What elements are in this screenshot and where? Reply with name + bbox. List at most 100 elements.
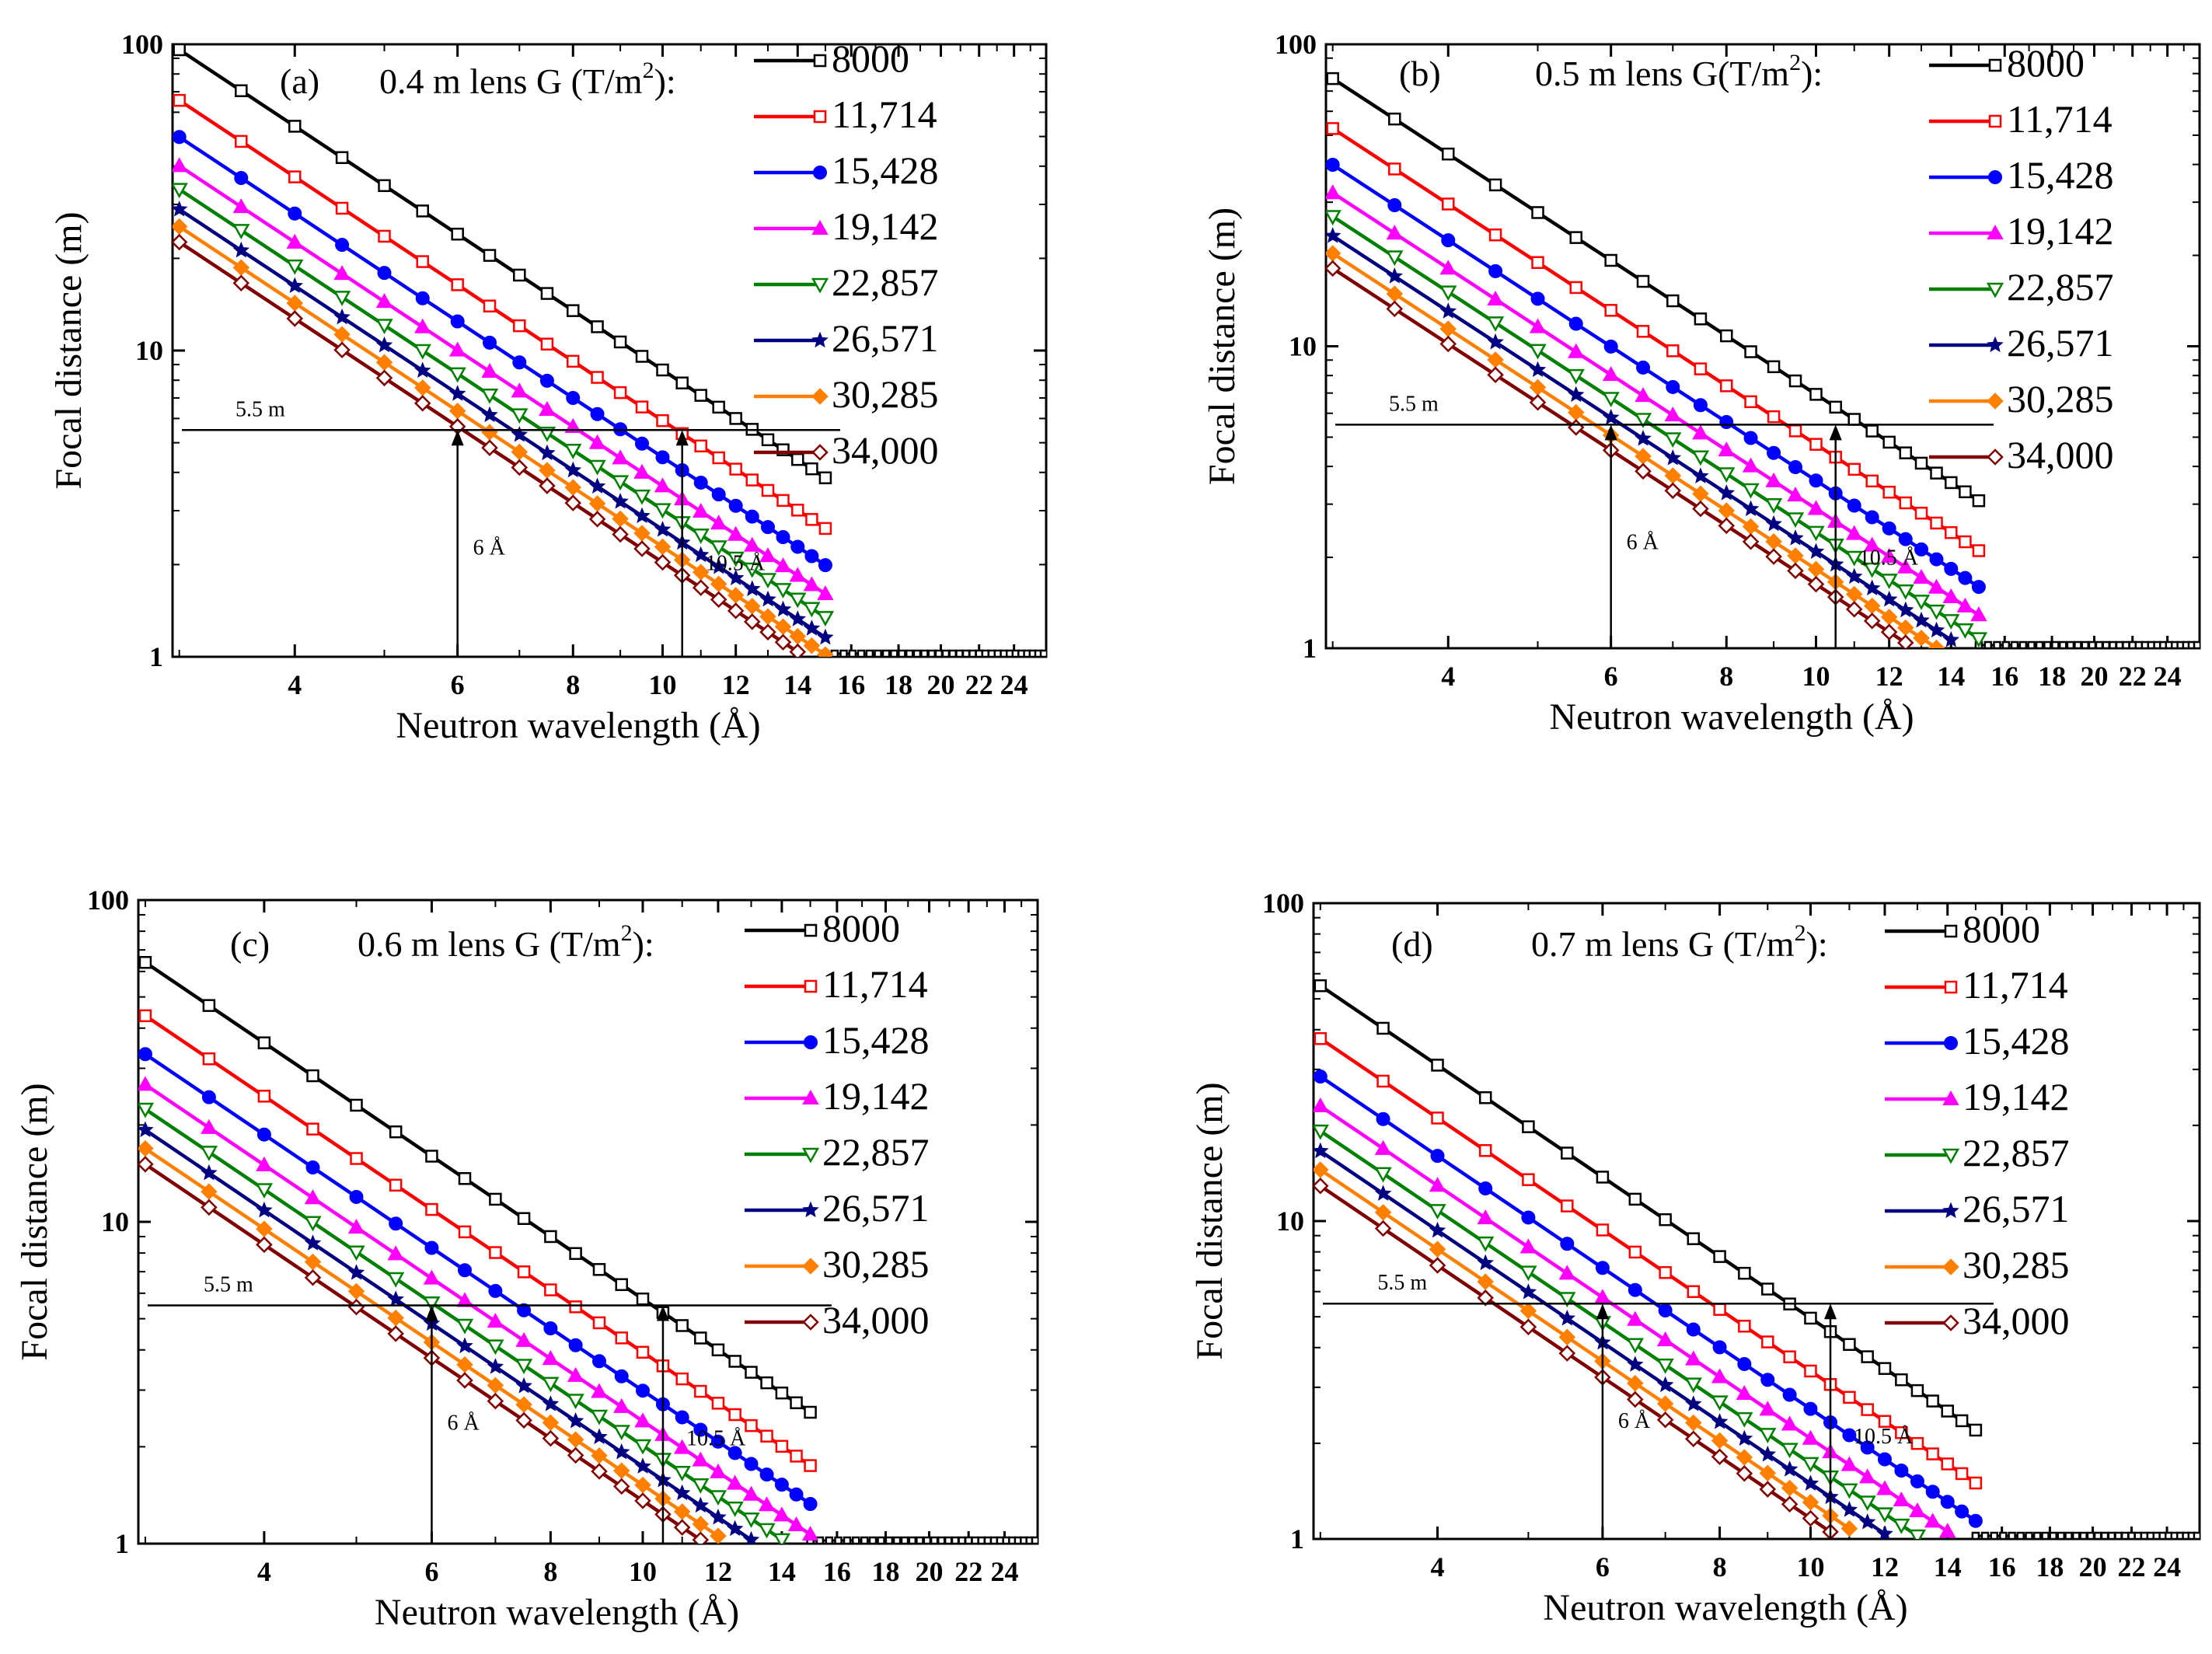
legend-marker xyxy=(801,1147,820,1164)
data-point xyxy=(173,218,188,236)
data-point xyxy=(803,602,821,618)
data-point xyxy=(387,1272,405,1288)
x-tick-label: 4 xyxy=(288,669,302,700)
baseline-marker xyxy=(2109,640,2117,648)
data-point xyxy=(1787,562,1804,580)
x-tick-label: 14 xyxy=(1934,1551,1962,1582)
data-point xyxy=(423,1269,441,1285)
data-point xyxy=(633,540,651,557)
x-tick-label: 8 xyxy=(1713,1551,1727,1582)
baseline-marker xyxy=(834,1536,843,1544)
data-point xyxy=(1898,532,1913,546)
data-point xyxy=(1895,1425,1908,1439)
data-point xyxy=(776,494,790,508)
legend-marker xyxy=(802,1258,819,1275)
data-point xyxy=(347,1245,365,1261)
data-point xyxy=(816,611,835,626)
data-point xyxy=(1595,1261,1610,1275)
data-point xyxy=(1711,1395,1729,1411)
data-point xyxy=(350,1098,363,1112)
baseline-marker xyxy=(2035,640,2044,648)
data-point xyxy=(1928,578,1945,594)
data-point xyxy=(448,385,466,401)
data-point xyxy=(1742,533,1760,550)
data-point xyxy=(333,326,351,344)
data-point xyxy=(1477,1254,1494,1271)
data-point xyxy=(1913,630,1930,647)
data-point xyxy=(424,1240,439,1255)
data-point xyxy=(201,1183,218,1200)
data-point xyxy=(711,1397,725,1410)
data-point xyxy=(1926,1447,1939,1460)
data-point xyxy=(692,1496,710,1513)
data-point xyxy=(1767,360,1781,374)
baseline-marker xyxy=(2066,640,2075,648)
legend-marker xyxy=(1944,924,1958,938)
x-tick-label: 12 xyxy=(1871,1551,1899,1582)
data-point xyxy=(202,1052,216,1066)
panel-label: (a) xyxy=(280,61,319,101)
baseline-marker xyxy=(937,1536,946,1544)
baseline-marker xyxy=(2010,640,2019,648)
baseline-marker xyxy=(941,649,951,657)
data-point xyxy=(774,618,792,635)
data-point xyxy=(232,259,250,277)
data-point xyxy=(1865,474,1879,488)
data-point xyxy=(1626,1338,1644,1354)
data-point xyxy=(513,319,526,333)
data-point xyxy=(1627,1391,1644,1408)
data-point xyxy=(1487,290,1504,306)
data-point xyxy=(480,388,499,404)
data-point xyxy=(1431,1059,1444,1072)
data-point xyxy=(1742,500,1760,517)
data-point xyxy=(201,1118,218,1134)
legend-marker xyxy=(804,979,818,993)
legend-label: 26,571 xyxy=(832,316,939,360)
data-point xyxy=(1314,1069,1328,1083)
legend-marker xyxy=(1942,1314,1959,1331)
data-point xyxy=(539,462,556,479)
data-point xyxy=(1596,1171,1610,1184)
data-point xyxy=(1429,1257,1446,1274)
baseline-marker xyxy=(1990,1531,1999,1539)
data-point xyxy=(1558,1328,1576,1346)
data-point xyxy=(568,1338,583,1352)
data-point xyxy=(1711,1413,1729,1429)
x-tick-label: 24 xyxy=(2154,661,2182,692)
data-point xyxy=(1569,231,1582,244)
data-point xyxy=(1842,1428,1857,1443)
data-point xyxy=(481,406,498,423)
data-point xyxy=(286,295,304,312)
data-point xyxy=(1956,597,1974,612)
series-19,142 xyxy=(1314,1097,1956,1538)
data-point xyxy=(540,287,554,300)
data-point xyxy=(675,376,689,389)
data-point xyxy=(1945,476,1958,490)
data-point xyxy=(1846,525,1863,540)
data-point xyxy=(487,1392,504,1410)
series-26,571 xyxy=(138,1121,760,1544)
data-point xyxy=(1803,1401,1818,1416)
data-point xyxy=(567,1366,584,1382)
data-point xyxy=(335,151,349,164)
data-point xyxy=(692,529,710,544)
panel-label: (c) xyxy=(230,924,270,964)
series-22,857 xyxy=(138,1102,791,1544)
data-point xyxy=(1687,1232,1701,1245)
series-11,714 xyxy=(173,93,832,536)
legend-marker xyxy=(804,923,818,937)
data-point xyxy=(673,1465,691,1481)
legend-label: 11,714 xyxy=(2007,97,2113,141)
data-point xyxy=(1712,1340,1727,1355)
data-point xyxy=(1519,1318,1537,1336)
data-point xyxy=(542,1350,560,1366)
legend-marker xyxy=(1944,980,1958,994)
data-point xyxy=(1736,1464,1753,1482)
data-point xyxy=(232,198,250,214)
x-tick-label: 10 xyxy=(649,669,677,700)
data-point xyxy=(1845,550,1863,567)
data-point xyxy=(1897,558,1914,574)
data-point xyxy=(1326,184,1342,200)
legend-label: 15,428 xyxy=(2007,153,2114,197)
